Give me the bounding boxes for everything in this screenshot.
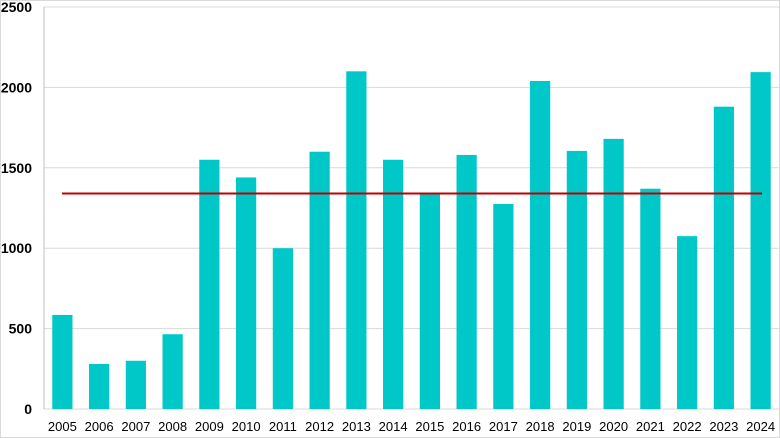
x-tick-label: 2017 [489, 419, 518, 434]
bar-2023 [713, 106, 734, 410]
x-tick-label: 2010 [232, 419, 261, 434]
x-tick-label: 2009 [195, 419, 224, 434]
x-tick-label: 2012 [305, 419, 334, 434]
x-tick-label: 2006 [85, 419, 114, 434]
bar-2022 [677, 236, 698, 409]
bar-2017 [493, 203, 514, 409]
bar-2008 [162, 334, 183, 409]
y-tick-label: 1500 [1, 160, 32, 176]
x-tick-label: 2005 [48, 419, 77, 434]
x-tick-label: 2011 [269, 419, 297, 434]
x-tick-label: 2015 [415, 419, 444, 434]
bar-2009 [199, 159, 220, 409]
x-tick-label: 2024 [746, 419, 775, 434]
bar-2021 [640, 188, 661, 409]
bar-2016 [456, 154, 477, 409]
x-tick-label: 2021 [636, 419, 665, 434]
x-tick-label: 2014 [379, 419, 408, 434]
bar-2020 [603, 138, 624, 409]
y-tick-label: 500 [9, 321, 33, 337]
bar-2005 [52, 314, 73, 409]
bar-2012 [309, 151, 330, 409]
y-axis-ticks: 0 500 1000 1500 2000 2500 [1, 0, 32, 417]
bar-2014 [383, 159, 404, 409]
bar-2024 [750, 72, 771, 410]
bar-2019 [566, 150, 587, 409]
x-tick-label: 2023 [709, 419, 738, 434]
y-tick-label: 1000 [1, 240, 32, 256]
y-tick-label: 2500 [1, 0, 32, 15]
bars [52, 71, 771, 410]
bar-2015 [419, 194, 440, 409]
y-tick-label: 0 [24, 401, 32, 417]
x-tick-label: 2022 [673, 419, 702, 434]
bar-2011 [272, 248, 293, 409]
bar-2013 [346, 71, 367, 409]
x-tick-label: 2019 [562, 419, 591, 434]
x-tick-label: 2008 [158, 419, 187, 434]
bar-2006 [89, 363, 110, 409]
x-tick-label: 2016 [452, 419, 481, 434]
x-tick-label: 2018 [526, 419, 555, 434]
y-tick-label: 2000 [1, 79, 32, 95]
x-tick-label: 2013 [342, 419, 371, 434]
x-tick-label: 2020 [599, 419, 628, 434]
x-tick-label: 2007 [121, 419, 150, 434]
bar-2010 [236, 177, 257, 409]
x-axis-ticks: 2005 2006 2007 2008 2009 2010 2011 2012 2013 2014… [48, 419, 775, 434]
bar-2018 [530, 80, 551, 409]
bar-2007 [125, 360, 146, 409]
